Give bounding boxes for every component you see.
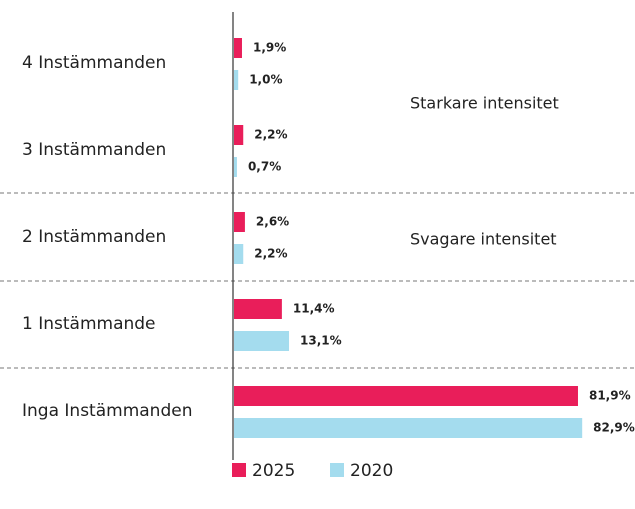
bar <box>234 244 244 264</box>
annotation: Svagare intensitet <box>410 230 557 249</box>
category-label: 4 Instämmanden <box>22 53 166 73</box>
value-label: 0,7% <box>248 160 281 174</box>
legend-label: 2025 <box>252 461 295 481</box>
value-label: 13,1% <box>300 334 342 348</box>
value-label: 1,0% <box>249 73 282 87</box>
bar <box>234 70 239 90</box>
value-label: 1,9% <box>253 41 286 55</box>
bar <box>234 331 290 351</box>
bar <box>234 212 245 232</box>
value-label: 2,6% <box>256 215 289 229</box>
category-label: 3 Instämmanden <box>22 140 166 160</box>
bar <box>234 38 242 58</box>
category-label: 1 Instämmande <box>22 314 156 334</box>
value-label: 81,9% <box>589 389 631 403</box>
bar <box>234 386 578 406</box>
category-label: Inga Instämmanden <box>22 401 192 421</box>
annotation: Starkare intensitet <box>410 94 559 113</box>
legend-label: 2020 <box>350 461 393 481</box>
bar <box>234 125 244 145</box>
value-label: 82,9% <box>593 421 635 435</box>
legend-swatch <box>330 463 344 477</box>
legend-swatch <box>232 463 246 477</box>
value-label: 2,2% <box>254 247 287 261</box>
value-label: 2,2% <box>254 128 287 142</box>
bar <box>234 418 583 438</box>
value-label: 11,4% <box>293 302 335 316</box>
category-label: 2 Instämmanden <box>22 227 166 247</box>
bar <box>234 299 282 319</box>
bar <box>234 157 237 177</box>
